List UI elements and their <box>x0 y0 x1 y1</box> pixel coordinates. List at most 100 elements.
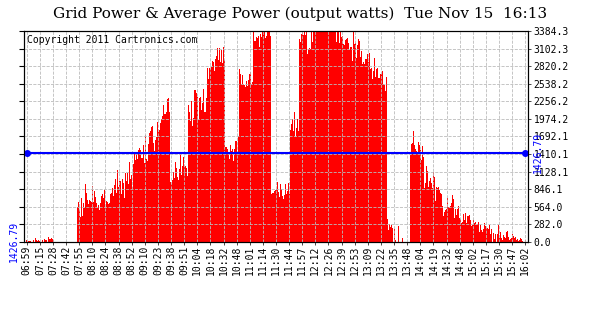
Bar <box>307 54 308 242</box>
Bar <box>348 43 349 242</box>
Bar <box>199 98 200 242</box>
Bar <box>316 31 317 242</box>
Bar <box>421 160 422 242</box>
Bar <box>506 232 507 242</box>
Bar <box>353 44 355 242</box>
Bar <box>434 177 435 242</box>
Bar <box>415 148 416 242</box>
Bar <box>184 167 185 242</box>
Bar <box>232 149 233 242</box>
Bar <box>383 84 384 242</box>
Bar <box>347 38 348 242</box>
Bar <box>290 131 291 242</box>
Bar <box>525 240 526 242</box>
Bar <box>182 157 184 242</box>
Bar <box>384 86 385 242</box>
Bar <box>126 181 127 242</box>
Bar <box>331 19 332 242</box>
Bar <box>201 110 202 242</box>
Text: Copyright 2011 Cartronics.com: Copyright 2011 Cartronics.com <box>26 35 197 45</box>
Bar <box>35 241 37 242</box>
Bar <box>285 184 286 242</box>
Bar <box>158 128 160 242</box>
Bar <box>474 224 475 242</box>
Bar <box>233 161 235 242</box>
Bar <box>287 191 288 242</box>
Bar <box>326 13 327 242</box>
Bar <box>313 4 314 242</box>
Bar <box>502 240 503 242</box>
Bar <box>208 79 209 242</box>
Bar <box>142 158 143 242</box>
Bar <box>422 146 423 242</box>
Bar <box>447 198 448 242</box>
Bar <box>244 85 245 242</box>
Text: 1426.79: 1426.79 <box>533 132 543 174</box>
Bar <box>175 162 176 242</box>
Bar <box>37 241 38 242</box>
Bar <box>503 235 505 242</box>
Bar <box>95 203 97 242</box>
Bar <box>115 179 116 242</box>
Bar <box>341 36 343 242</box>
Bar <box>379 78 380 242</box>
Bar <box>389 224 390 242</box>
Bar <box>486 228 487 242</box>
Bar <box>94 191 95 242</box>
Bar <box>221 50 223 242</box>
Bar <box>255 41 256 242</box>
Bar <box>418 141 419 242</box>
Bar <box>329 23 331 242</box>
Bar <box>297 119 298 242</box>
Bar <box>416 149 418 242</box>
Bar <box>181 175 182 242</box>
Bar <box>161 119 162 242</box>
Bar <box>83 208 85 242</box>
Bar <box>367 54 368 242</box>
Bar <box>45 240 46 242</box>
Bar <box>154 151 155 242</box>
Bar <box>482 232 483 242</box>
Bar <box>138 150 139 242</box>
Bar <box>39 241 40 242</box>
Bar <box>220 62 221 242</box>
Bar <box>435 201 436 242</box>
Bar <box>217 48 218 242</box>
Bar <box>118 188 119 242</box>
Bar <box>250 72 251 242</box>
Bar <box>436 187 437 242</box>
Bar <box>30 241 31 242</box>
Bar <box>160 122 161 242</box>
Bar <box>338 26 339 242</box>
Bar <box>47 237 49 242</box>
Bar <box>332 31 334 242</box>
Bar <box>90 201 91 242</box>
Bar <box>80 217 81 242</box>
Bar <box>235 141 236 242</box>
Bar <box>303 35 304 242</box>
Bar <box>355 43 356 242</box>
Bar <box>487 228 488 242</box>
Bar <box>203 90 204 242</box>
Bar <box>185 166 186 242</box>
Bar <box>196 93 197 242</box>
Bar <box>302 28 303 242</box>
Bar <box>334 31 335 242</box>
Bar <box>387 219 388 242</box>
Bar <box>93 202 94 242</box>
Bar <box>143 145 144 242</box>
Bar <box>190 121 191 242</box>
Bar <box>169 112 170 242</box>
Bar <box>439 190 440 242</box>
Bar <box>213 62 214 242</box>
Bar <box>500 232 501 242</box>
Bar <box>339 43 340 242</box>
Bar <box>427 171 428 242</box>
Bar <box>189 112 190 242</box>
Bar <box>301 34 302 242</box>
Bar <box>498 224 499 242</box>
Bar <box>283 199 284 242</box>
Bar <box>371 68 372 242</box>
Bar <box>197 97 199 242</box>
Bar <box>92 186 93 242</box>
